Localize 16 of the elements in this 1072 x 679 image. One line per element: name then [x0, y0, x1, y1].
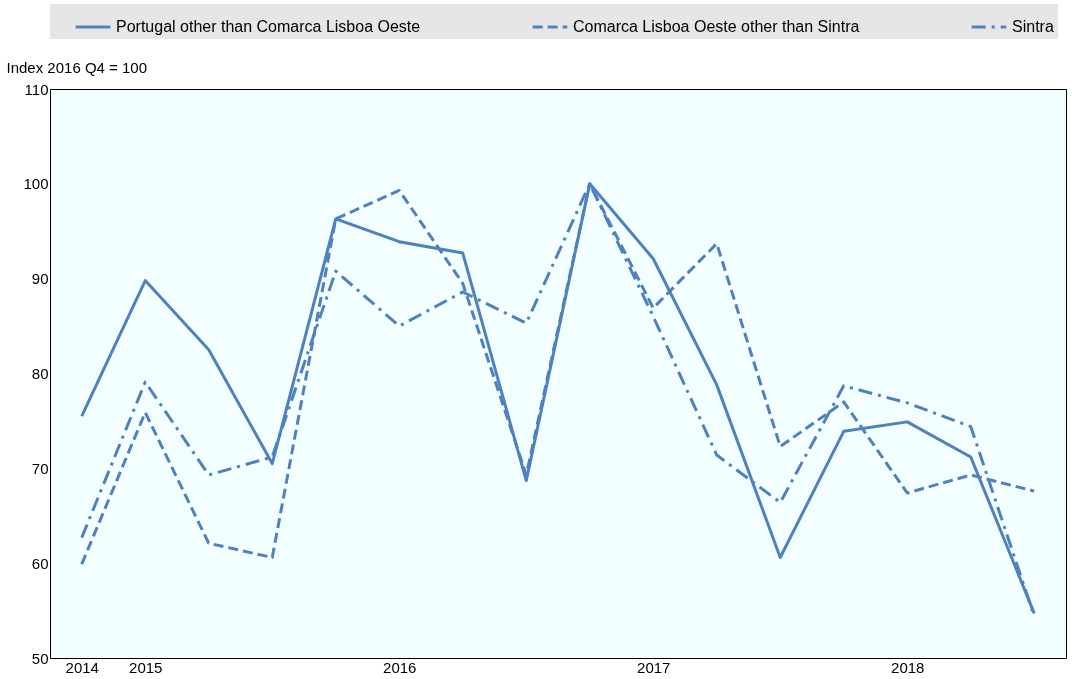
y-tick-label: 60: [31, 554, 49, 572]
y-tick-label: 110: [24, 80, 49, 98]
x-tick-label: 2018: [891, 658, 925, 676]
y-tick-label: 80: [31, 365, 49, 382]
x-tick-label: 2017: [637, 658, 671, 676]
y-tick-label: 70: [31, 459, 49, 477]
x-tick-label: 2014: [65, 658, 99, 676]
legend-label: Sintra: [1012, 18, 1054, 35]
y-tick-label: 90: [31, 270, 49, 288]
y-tick-label: 50: [31, 649, 49, 667]
x-tick-label: 2016: [383, 658, 417, 676]
legend-label: Portugal other than Comarca Lisboa Oeste: [116, 18, 421, 35]
x-tick-label: 2015: [129, 658, 163, 676]
y-tick-label: 100: [23, 175, 49, 193]
legend-label: Comarca Lisboa Oeste other than Sintra: [573, 18, 860, 35]
y-axis-title: Index 2016 Q4 = 100: [6, 58, 148, 76]
